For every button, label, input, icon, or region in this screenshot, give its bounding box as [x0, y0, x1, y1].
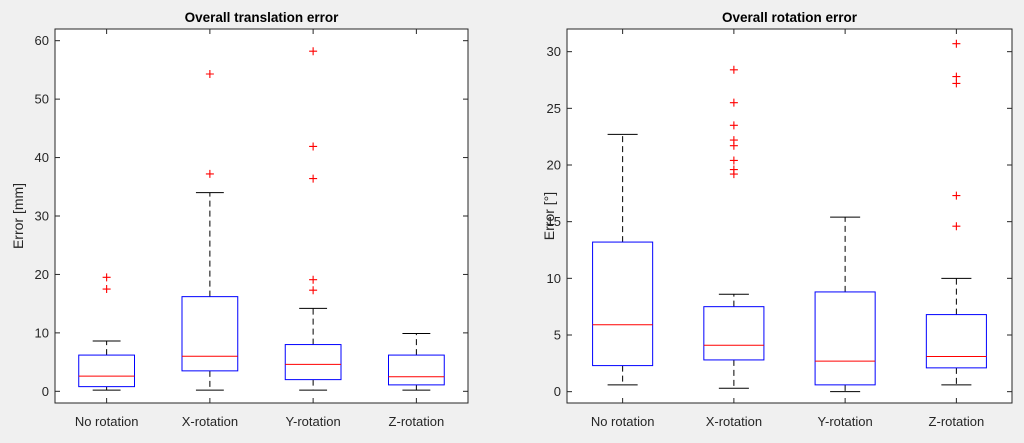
y-tick-label: 20 — [35, 267, 49, 282]
x-tick-label: No rotation — [75, 414, 139, 429]
x-tick-label: Y-rotation — [286, 414, 341, 429]
y-tick-label: 30 — [35, 209, 49, 224]
outlier-point — [952, 72, 961, 81]
outlier-point — [729, 165, 738, 174]
iqr-box — [814, 291, 876, 386]
box-x-rotation — [181, 69, 239, 391]
rotation-error-chart: Overall rotation error Error [°] 0 5 10 15 20 2… — [541, 10, 1013, 429]
x-tick-label: No rotation — [591, 414, 655, 429]
plot-area — [567, 29, 1012, 403]
outlier-point — [205, 69, 214, 78]
outlier-point — [729, 136, 738, 145]
box-x-rotation — [703, 65, 765, 389]
y-tick-label: 60 — [35, 33, 49, 48]
iqr-box — [78, 354, 136, 388]
translation-error-chart: Overall translation error Error [mm] 0 10 20… — [10, 10, 469, 429]
y-tick-label: 50 — [35, 92, 49, 107]
y-axis-label: Error [°] — [541, 192, 557, 240]
iqr-box — [592, 241, 654, 367]
y-tick-label: 25 — [547, 101, 561, 116]
x-tick-label: Z-rotation — [929, 414, 985, 429]
outlier-point — [309, 275, 318, 284]
x-tick-label: Y-rotation — [818, 414, 873, 429]
y-tick-label: 10 — [547, 271, 561, 286]
chart-title: Overall rotation error — [722, 10, 858, 25]
box-no-rotation — [78, 273, 136, 391]
box-z-rotation — [925, 39, 987, 386]
outlier-point — [729, 121, 738, 130]
y-tick-label: 20 — [547, 158, 561, 173]
x-tick-label: X-rotation — [706, 414, 762, 429]
y-tick-label: 0 — [554, 384, 561, 399]
x-tick-label: Z-rotation — [389, 414, 445, 429]
outlier-point — [205, 169, 214, 178]
iqr-box — [284, 344, 342, 381]
plot-area — [55, 29, 468, 403]
chart-title: Overall translation error — [185, 10, 340, 25]
outlier-point — [952, 222, 961, 231]
box-y-rotation — [284, 47, 342, 391]
y-tick-label: 40 — [35, 150, 49, 165]
outlier-point — [309, 47, 318, 56]
outlier-point — [952, 191, 961, 200]
axes-frame — [54, 28, 469, 404]
outlier-point — [102, 285, 111, 294]
outlier-point — [309, 142, 318, 151]
y-tick-label: 30 — [547, 44, 561, 59]
y-tick-label: 15 — [547, 214, 561, 229]
outlier-point — [309, 174, 318, 183]
y-tick-label: 0 — [42, 384, 49, 399]
axes-frame — [566, 28, 1013, 404]
y-axis-label: Error [mm] — [10, 183, 26, 249]
iqr-box — [703, 306, 765, 361]
outlier-point — [729, 156, 738, 165]
x-tick-label: X-rotation — [182, 414, 238, 429]
box-no-rotation — [592, 133, 654, 386]
iqr-box — [387, 354, 445, 386]
outlier-point — [729, 98, 738, 107]
outlier-point — [729, 65, 738, 74]
iqr-box — [181, 296, 239, 372]
outlier-point — [309, 286, 318, 295]
box-y-rotation — [814, 216, 876, 393]
outlier-point — [952, 39, 961, 48]
outlier-point — [952, 79, 961, 88]
outlier-point — [102, 273, 111, 282]
box-z-rotation — [387, 332, 445, 391]
iqr-box — [925, 314, 987, 369]
y-tick-label: 5 — [554, 328, 561, 343]
y-tick-label: 10 — [35, 325, 49, 340]
